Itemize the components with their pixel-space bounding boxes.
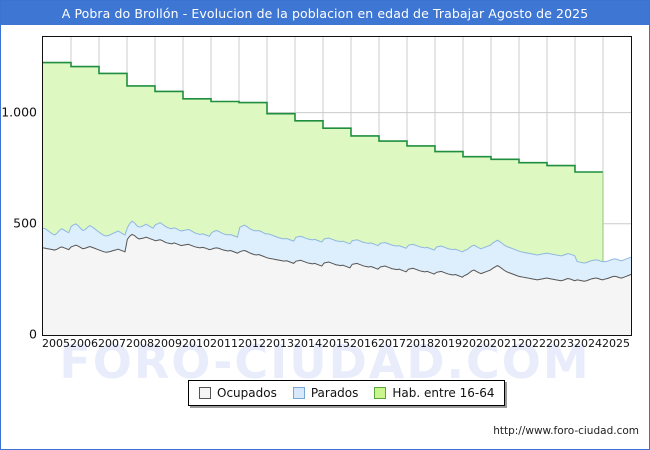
x-axis-tick-label: 2012 — [238, 337, 266, 350]
x-axis-tick-label: 2006 — [70, 337, 98, 350]
x-axis-tick-label: 2017 — [378, 337, 406, 350]
x-axis-tick-label: 2009 — [154, 337, 182, 350]
footer-url: http://www.foro-ciudad.com — [493, 425, 639, 437]
plot-area — [42, 36, 632, 336]
window-title-bar: A Pobra do Brollón - Evolucion de la pob… — [1, 1, 649, 25]
x-axis-tick-label: 2024 — [574, 337, 602, 350]
legend-item[interactable]: Hab. entre 16-64 — [374, 386, 494, 400]
x-axis-tick-label: 2020 — [462, 337, 490, 350]
x-axis-tick-label: 2013 — [266, 337, 294, 350]
x-axis-tick-label: 2021 — [490, 337, 518, 350]
legend-item[interactable]: Ocupados — [199, 386, 277, 400]
x-axis-tick-label: 2018 — [406, 337, 434, 350]
legend-label: Parados — [310, 386, 359, 400]
x-axis-labels: 2005 2006 2007 2008 2009 2010 2011 2012 2013 2014… — [1, 25, 649, 449]
legend-swatch-icon — [292, 387, 305, 399]
legend-label: Hab. entre 16-64 — [392, 386, 495, 400]
x-axis-tick-label: 2008 — [126, 337, 154, 350]
page-title: A Pobra do Brollón - Evolucion de la pob… — [61, 5, 589, 21]
legend-item[interactable]: Parados — [292, 386, 359, 400]
chart-legend: Ocupados Parados Hab. entre 16-64 — [188, 380, 506, 406]
x-axis-tick-label: 2007 — [98, 337, 126, 350]
x-axis-tick-label: 2014 — [294, 337, 322, 350]
x-axis-tick-label: 2011 — [210, 337, 238, 350]
plot-svg — [43, 37, 631, 335]
x-axis-tick-label: 2025 — [602, 337, 630, 350]
x-axis-tick-label: 2016 — [350, 337, 378, 350]
chart-canvas: FORO-CIUDAD.COM 0 500 1.000 2005 2006 2007 20… — [1, 25, 649, 449]
legend-swatch-icon — [199, 387, 211, 399]
x-axis-tick-label: 2015 — [322, 337, 350, 350]
x-axis-tick-label: 2005 — [42, 337, 70, 350]
legend-label: Ocupados — [217, 386, 277, 400]
x-axis-tick-label: 2022 — [518, 337, 546, 350]
x-axis-tick-label: 2023 — [546, 337, 574, 350]
x-axis-tick-label: 2019 — [434, 337, 462, 350]
x-axis-tick-label: 2010 — [182, 337, 210, 350]
legend-swatch-icon — [374, 387, 387, 399]
